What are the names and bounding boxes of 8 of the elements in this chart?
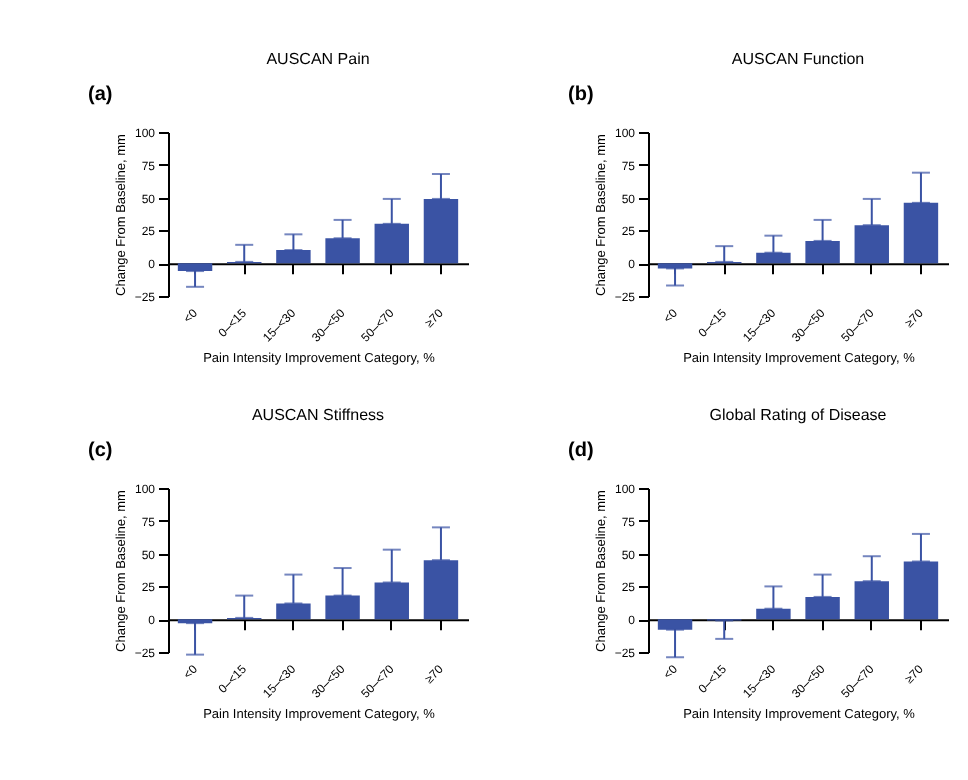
chart-title: AUSCAN Pain [266,50,370,68]
text: (b) [568,84,594,106]
text: (c) [88,440,113,462]
chart-title: AUSCAN Stiffness [251,406,385,424]
chart-title: AUSCAN Function [731,50,865,68]
chart-title: Global Rating of Disease [709,406,888,424]
text: (d) [568,440,594,462]
text: (a) [88,84,113,106]
